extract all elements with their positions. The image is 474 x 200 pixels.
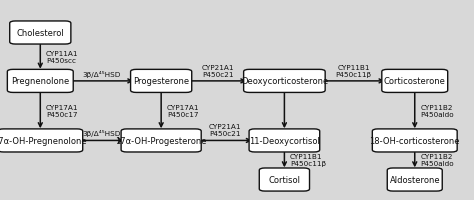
Text: CYP11B1
P450c11β: CYP11B1 P450c11β [336, 64, 372, 77]
Text: Pregnenolone: Pregnenolone [11, 77, 69, 86]
Text: 17α-OH-Progesterone: 17α-OH-Progesterone [115, 136, 207, 145]
Text: CYP11B2
P450aldo: CYP11B2 P450aldo [420, 154, 454, 167]
Text: 3β/Δ⁴⁵HSD: 3β/Δ⁴⁵HSD [83, 70, 121, 77]
Text: CYP11A1
P450scc: CYP11A1 P450scc [46, 51, 79, 64]
Text: CYP17A1
P450c17: CYP17A1 P450c17 [46, 105, 79, 118]
FancyBboxPatch shape [8, 70, 73, 93]
Text: Aldosterone: Aldosterone [390, 175, 440, 184]
Text: CYP21A1
P450c21: CYP21A1 P450c21 [201, 64, 234, 77]
Text: Deoxycorticosterone: Deoxycorticosterone [241, 77, 328, 86]
Text: Corticosterone: Corticosterone [384, 77, 446, 86]
Text: CYP11B2
P450aldo: CYP11B2 P450aldo [420, 105, 454, 118]
FancyBboxPatch shape [259, 168, 310, 191]
FancyBboxPatch shape [387, 168, 442, 191]
Text: 18-OH-corticosterone: 18-OH-corticosterone [370, 136, 460, 145]
Text: 17α-OH-Pregnenolone: 17α-OH-Pregnenolone [0, 136, 87, 145]
FancyBboxPatch shape [131, 70, 191, 93]
FancyBboxPatch shape [373, 129, 457, 152]
FancyBboxPatch shape [0, 129, 82, 152]
FancyBboxPatch shape [249, 129, 319, 152]
FancyBboxPatch shape [10, 22, 71, 45]
Text: CYP21A1
P450c21: CYP21A1 P450c21 [209, 124, 241, 137]
Text: 3β/Δ⁴⁵HSD: 3β/Δ⁴⁵HSD [83, 130, 121, 137]
Text: 11-Deoxycortisol: 11-Deoxycortisol [249, 136, 320, 145]
Text: CYP11B1
P450c11β: CYP11B1 P450c11β [290, 154, 326, 167]
FancyBboxPatch shape [121, 129, 201, 152]
FancyBboxPatch shape [382, 70, 447, 93]
Text: CYP17A1
P450c17: CYP17A1 P450c17 [167, 105, 200, 118]
Text: Progesterone: Progesterone [133, 77, 189, 86]
FancyBboxPatch shape [244, 70, 325, 93]
Text: Cortisol: Cortisol [268, 175, 301, 184]
Text: Cholesterol: Cholesterol [17, 29, 64, 38]
